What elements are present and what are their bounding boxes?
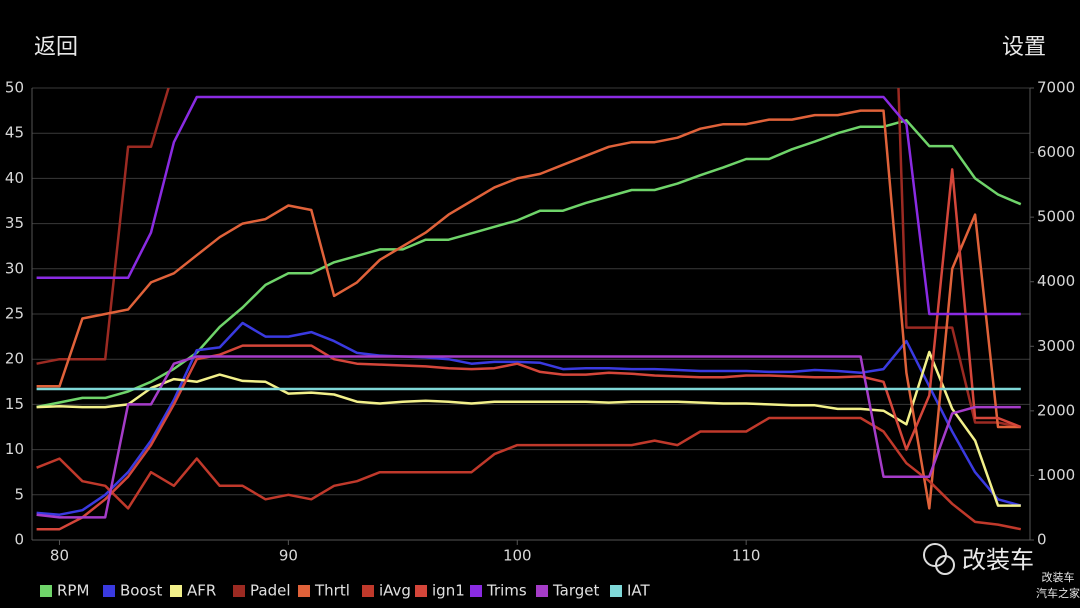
y-tick-label: 20 [5, 350, 24, 368]
y2-tick-label: 6000 [1037, 143, 1075, 161]
series-line [36, 416, 1022, 531]
y-tick-label: 40 [5, 169, 24, 187]
legend-label: RPM [57, 582, 89, 600]
y-tick-label: 35 [5, 214, 24, 232]
legend: RPM Boost AFR Padel Thrtl iAvg ign1 Trims Target… [40, 582, 651, 600]
watermark-small: 改装车 [1042, 570, 1075, 584]
series-line [36, 355, 1021, 519]
legend-label: AFR [187, 582, 216, 600]
y-tick-label: 45 [5, 124, 24, 142]
series-line [36, 168, 1022, 531]
y-tick-label: 25 [5, 305, 24, 323]
legend-label: IAT [627, 582, 651, 600]
series-line [36, 109, 1021, 510]
legend-swatch [233, 585, 245, 597]
y-tick-label: 15 [5, 395, 24, 413]
legend-swatch [298, 585, 310, 597]
series-line [36, 95, 1021, 316]
y2-tick-label: 5000 [1037, 208, 1075, 226]
x-tick-label: 110 [732, 547, 761, 565]
legend-label: ign1 [432, 582, 465, 600]
y2-tick-label: 4000 [1037, 272, 1075, 290]
plot-lines [36, 88, 1022, 531]
legend-swatch [470, 585, 482, 597]
y2-tick-label: 1000 [1037, 466, 1075, 484]
back-button[interactable]: 返回 [34, 35, 78, 60]
y-tick-label: 0 [14, 531, 24, 549]
y2-tick-label: 2000 [1037, 401, 1075, 419]
wechat-icon [935, 555, 955, 575]
y2-tick-label: 7000 [1037, 79, 1075, 97]
legend-swatch [536, 585, 548, 597]
ticks: 0 5 10 15 20 25 30 35 40 45 50 0 1000 2000 3000 4000 500… [5, 79, 1075, 565]
x-tick-label: 100 [503, 547, 532, 565]
legend-label: Padel [250, 582, 290, 600]
x-tick-label: 90 [279, 547, 298, 565]
legend-swatch [415, 585, 427, 597]
legend-label: Boost [120, 582, 162, 600]
legend-swatch [610, 585, 622, 597]
y2-tick-label: 0 [1037, 531, 1047, 549]
series-line [36, 350, 1021, 507]
grid [31, 87, 1031, 541]
legend-swatch [170, 585, 182, 597]
y-tick-label: 30 [5, 259, 24, 277]
watermark: 改装车 改装车 汽车之家 [923, 543, 1080, 600]
legend-label: Thrtl [314, 582, 350, 600]
watermark-brand: 改装车 [962, 546, 1034, 574]
y-tick-label: 5 [14, 485, 24, 503]
legend-swatch [103, 585, 115, 597]
settings-button[interactable]: 设置 [1002, 35, 1046, 60]
x-tick-label: 80 [50, 547, 69, 565]
y-tick-label: 10 [5, 440, 24, 458]
series-line [36, 119, 1022, 409]
y2-tick-label: 3000 [1037, 337, 1075, 355]
wechat-icon [923, 543, 947, 567]
legend-swatch [362, 585, 374, 597]
y-tick-label: 50 [5, 79, 24, 97]
legend-swatch [40, 585, 52, 597]
series-line [36, 321, 1022, 516]
legend-label: iAvg [379, 582, 411, 600]
legend-label: Trims [486, 582, 527, 600]
legend-label: Target [552, 582, 600, 600]
watermark-small: 汽车之家 [1036, 586, 1080, 600]
